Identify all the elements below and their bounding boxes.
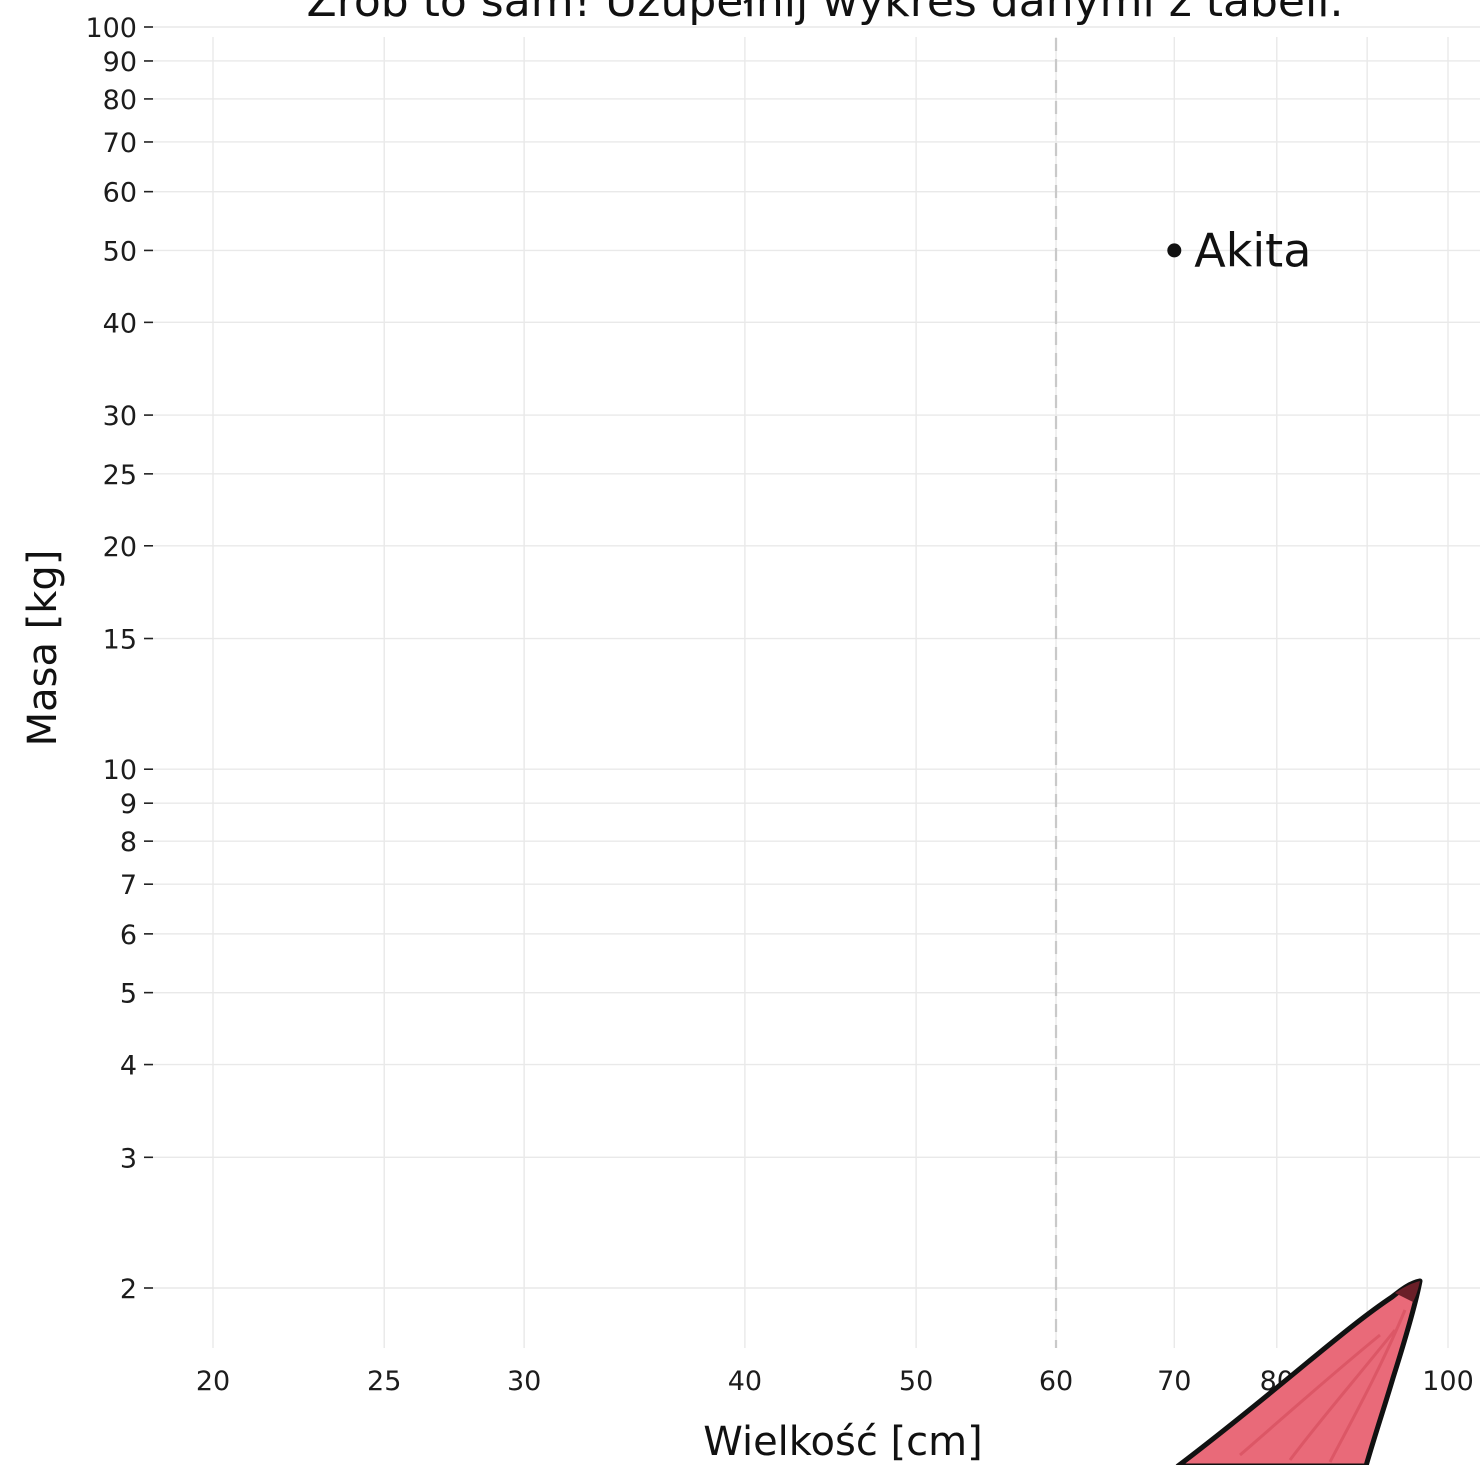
y-tick-label-7: 7 [120,870,137,901]
y-tick-label-20: 20 [103,532,137,563]
x-tick-label-50: 50 [899,1366,933,1397]
y-tick-label-30: 30 [103,401,137,432]
y-tick-label-50: 50 [103,236,137,267]
x-tick-label-60: 60 [1039,1366,1073,1397]
y-tick-label-15: 15 [103,625,137,656]
x-tick-label-20: 20 [196,1366,230,1397]
y-tick-label-60: 60 [103,178,137,209]
y-tick-label-40: 40 [103,308,137,339]
pencil-tip-icon [1178,1281,1420,1465]
y-axis-label: Masa [kg] [20,550,66,747]
data-point-label-akita: Akita [1194,223,1311,277]
x-axis-label: Wielkość [cm] [703,1419,982,1465]
x-tick-label-100: 100 [1422,1366,1474,1397]
y-tick-label-3: 3 [120,1143,137,1174]
y-tick-label-90: 90 [103,47,137,78]
x-tick-label-30: 30 [507,1366,541,1397]
x-tick-label-25: 25 [367,1366,401,1397]
y-tick-label-9: 9 [120,789,137,820]
data-point-akita [1167,243,1181,257]
y-tick-label-100: 100 [85,13,137,44]
y-tick-label-70: 70 [103,128,137,159]
y-tick-label-6: 6 [120,920,137,951]
chart-title: Zrób to sam! Uzupełnij wykres danymi z t… [307,0,1344,27]
y-tick-label-2: 2 [120,1274,137,1305]
y-tick-label-80: 80 [103,85,137,116]
y-tick-label-8: 8 [120,827,137,858]
x-tick-label-40: 40 [728,1366,762,1397]
x-tick-label-70: 70 [1157,1366,1191,1397]
pencil-decoration [1178,1281,1420,1465]
y-tick-label-10: 10 [103,755,137,786]
y-tick-label-4: 4 [120,1051,137,1082]
y-tick-label-5: 5 [120,979,137,1010]
y-tick-label-25: 25 [103,460,137,491]
